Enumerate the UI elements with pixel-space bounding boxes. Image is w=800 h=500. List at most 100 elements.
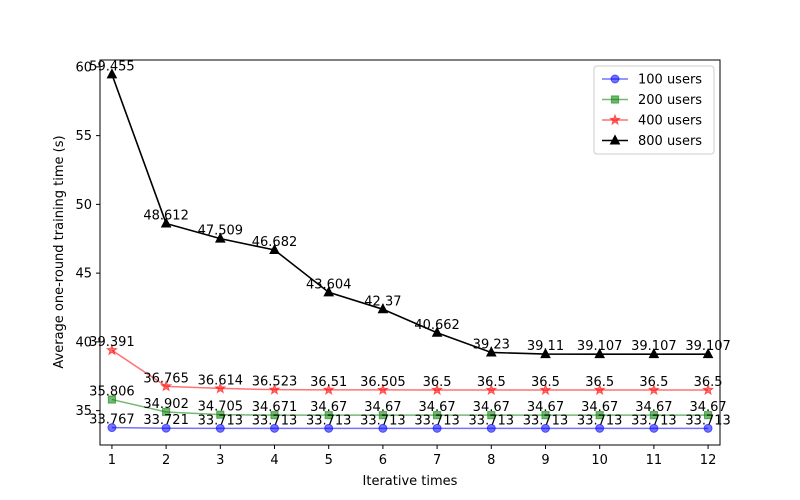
x-tick-label: 11: [646, 453, 663, 468]
x-tick-label: 1: [108, 453, 116, 468]
data-label-200-users: 35.806: [89, 385, 135, 400]
data-label-200-users: 34.67: [581, 400, 618, 415]
data-label-100-users: 33.713: [306, 413, 352, 428]
y-tick-label: 40: [75, 335, 92, 350]
x-tick-label: 6: [379, 453, 387, 468]
data-label-800-users: 48.612: [143, 208, 189, 223]
legend-label: 100 users: [638, 73, 702, 88]
data-label-400-users: 36.51: [310, 375, 347, 390]
data-label-100-users: 33.713: [360, 413, 406, 428]
data-point-200-users: [703, 411, 713, 420]
data-label-800-users: 39.107: [631, 339, 677, 354]
legend-marker-800-users: [609, 134, 621, 145]
data-label-100-users: 33.713: [685, 413, 731, 428]
data-label-400-users: 36.5: [694, 375, 723, 390]
legend-item-100-users: 100 users: [602, 73, 702, 88]
data-labels-layer: 33.767 33.721 33.713 33.713 33.713 33.713 33.7…: [89, 59, 731, 428]
series-layer: [105, 68, 715, 433]
data-point-400-users: [105, 343, 119, 356]
data-label-200-users: 34.67: [527, 400, 564, 415]
data-label-100-users: 33.721: [143, 413, 189, 428]
data-label-200-users: 34.67: [473, 400, 510, 415]
data-point-800-users: [160, 217, 172, 228]
data-point-200-users: [162, 407, 171, 417]
data-label-400-users: 36.614: [198, 373, 244, 388]
data-label-200-users: 34.705: [198, 400, 244, 415]
data-point-800-users: [702, 348, 714, 359]
x-tick-label: 4: [270, 453, 278, 468]
data-label-800-users: 39.11: [527, 339, 564, 354]
data-point-800-users: [214, 232, 226, 243]
data-point-400-users: [322, 383, 335, 396]
data-point-400-users: [430, 383, 444, 396]
data-label-400-users: 36.765: [143, 371, 189, 386]
data-label-200-users: 34.67: [689, 400, 726, 415]
data-label-100-users: 33.713: [631, 413, 677, 428]
x-tick-label: 12: [700, 453, 717, 468]
data-point-100-users: [703, 423, 713, 433]
y-axis-ticks: 35 40 45 50 55 60: [75, 60, 100, 419]
data-label-100-users: 33.767: [89, 413, 135, 428]
x-tick-label: 7: [433, 453, 441, 468]
data-label-400-users: 36.5: [585, 375, 614, 390]
y-axis-label: Average one-round training time (s): [52, 135, 67, 368]
data-point-400-users: [593, 383, 606, 396]
data-label-200-users: 34.67: [635, 400, 672, 415]
x-tick-label: 5: [325, 453, 333, 468]
legend-marker-100-users: [610, 74, 620, 84]
data-point-200-users: [432, 411, 442, 420]
data-label-200-users: 34.67: [418, 400, 455, 415]
data-point-800-users: [485, 346, 497, 357]
data-label-800-users: 47.509: [198, 224, 244, 239]
data-label-100-users: 33.713: [523, 413, 569, 428]
data-point-800-users: [431, 326, 443, 337]
data-point-100-users: [595, 423, 605, 433]
legend-label: 400 users: [638, 114, 702, 129]
legend-label: 800 users: [638, 134, 702, 149]
data-label-400-users: 36.505: [360, 375, 406, 390]
data-point-200-users: [107, 395, 117, 404]
data-point-100-users: [432, 423, 442, 433]
data-point-200-users: [487, 411, 496, 420]
data-point-800-users: [269, 243, 280, 254]
series-line-100-users: [111, 426, 709, 430]
series-line-800-users: [111, 74, 709, 355]
data-point-200-users: [541, 411, 550, 420]
data-label-400-users: 36.5: [423, 375, 452, 390]
y-tick-label: 45: [75, 267, 92, 282]
data-label-800-users: 40.662: [414, 318, 460, 333]
series-line-400-users: [111, 349, 709, 391]
data-label-400-users: 36.523: [252, 375, 298, 390]
data-label-100-users: 33.713: [414, 413, 460, 428]
data-point-800-users: [540, 348, 551, 359]
data-point-400-users: [539, 383, 552, 396]
data-point-800-users: [106, 68, 118, 79]
x-tick-label: 2: [162, 453, 170, 468]
x-tick-label: 10: [591, 453, 608, 468]
x-axis-ticks: 1 2 3 4 5 6 7 8 9 10 11 12: [108, 445, 717, 468]
data-label-100-users: 33.713: [577, 413, 623, 428]
x-axis-label: Iterative times: [363, 474, 458, 489]
data-label-800-users: 39.107: [577, 339, 623, 354]
data-label-400-users: 36.5: [639, 375, 668, 390]
data-label-200-users: 34.67: [364, 400, 401, 415]
data-label-200-users: 34.671: [252, 400, 298, 415]
data-point-100-users: [378, 423, 388, 433]
data-point-100-users: [486, 423, 496, 433]
legend-marker-400-users: [608, 113, 622, 126]
data-label-800-users: 39.107: [685, 339, 731, 354]
data-label-400-users: 39.391: [89, 335, 135, 350]
data-point-400-users: [268, 383, 281, 395]
data-label-100-users: 33.713: [252, 413, 298, 428]
data-point-400-users: [485, 383, 498, 396]
data-point-400-users: [376, 383, 390, 396]
data-point-100-users: [161, 423, 171, 433]
data-label-200-users: 34.902: [143, 397, 189, 412]
data-label-200-users: 34.67: [310, 400, 347, 415]
data-label-800-users: 39.23: [473, 337, 510, 352]
data-point-100-users: [649, 423, 659, 433]
data-point-800-users: [377, 303, 389, 314]
data-point-200-users: [378, 411, 388, 420]
plot-frame: [99, 59, 721, 446]
data-point-100-users: [107, 423, 117, 433]
